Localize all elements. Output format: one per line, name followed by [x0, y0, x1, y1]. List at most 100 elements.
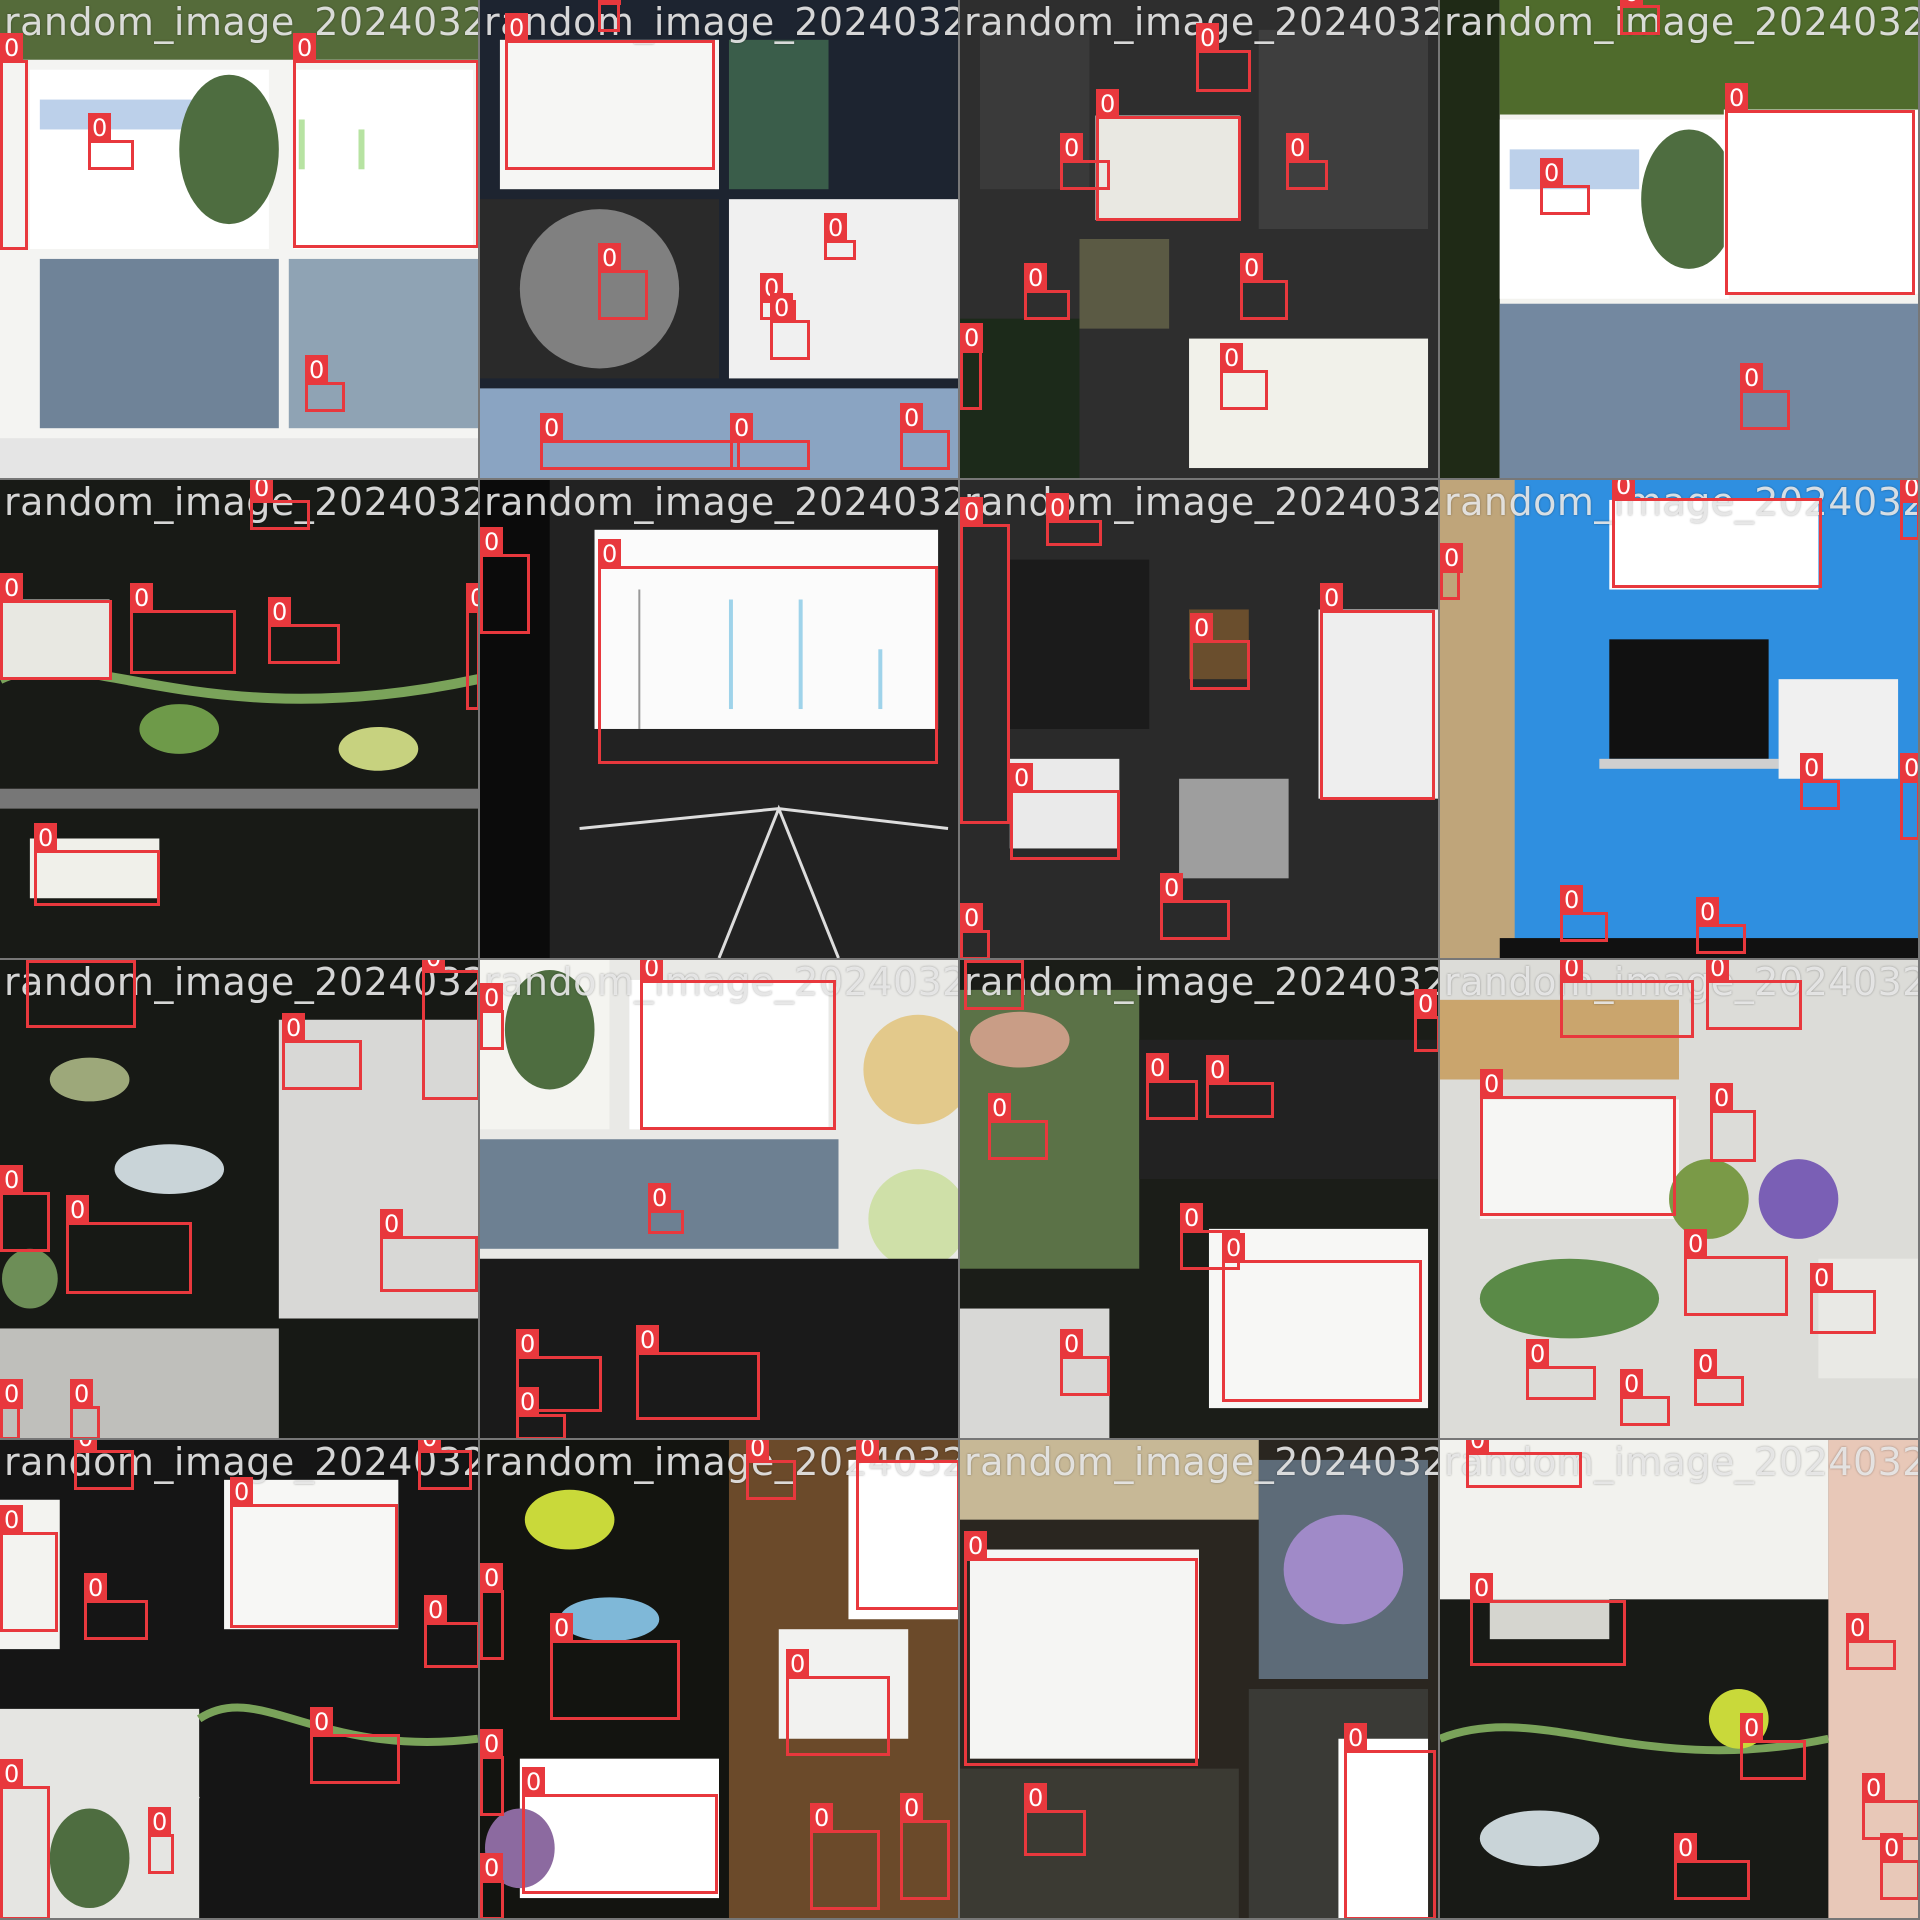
detection-box: 0 — [505, 13, 715, 170]
detection-class-label: 0 — [310, 1707, 334, 1737]
detection-class-label: 0 — [516, 1329, 540, 1359]
detection-box: 0 — [380, 1209, 478, 1292]
detection-box: 0 — [480, 1853, 504, 1918]
tile-image — [480, 1440, 958, 1918]
detection-box: 0 — [1024, 263, 1070, 320]
detection-class-label: 0 — [34, 823, 58, 853]
detection-class-label: 0 — [960, 497, 984, 527]
detection-class-label: 0 — [1046, 493, 1070, 523]
detection-class-label: 0 — [1480, 1069, 1504, 1099]
detection-box: 0 — [1060, 1329, 1110, 1396]
mosaic-tile: random_image_20240328 0 0 0 0 — [1440, 0, 1920, 480]
mosaic-tile: random_image_20240328 0 0 0 0 0 0 0 0 0 — [480, 0, 960, 480]
detection-box: 0 — [648, 1183, 684, 1234]
detection-box: 0 — [1540, 158, 1590, 215]
detection-box: 0 — [960, 903, 990, 958]
tile-image — [1440, 960, 1918, 1438]
detection-box: 0 — [1480, 1069, 1676, 1216]
detection-class-label: 0 — [598, 243, 622, 273]
mosaic-tile: random_image_20240328 0 0 0 0 0 0 0 — [1440, 1440, 1920, 1920]
detection-box: 0 — [900, 1793, 950, 1900]
detection-class-label: 0 — [88, 113, 112, 143]
mosaic-tile: random_image_20240328 0 0 0 0 0 0 0 0 0 … — [480, 1440, 960, 1920]
detection-box: 0 — [466, 583, 478, 710]
detection-class-label: 0 — [824, 213, 848, 243]
detection-box: 0 — [66, 1195, 192, 1294]
detection-box: 0 — [230, 1477, 398, 1628]
detection-class-label: 0 — [1526, 1339, 1550, 1369]
detection-box: 0 — [34, 823, 160, 906]
detection-box: 0 — [1190, 613, 1250, 690]
detection-box: 0 — [1046, 493, 1102, 546]
detection-class-label: 0 — [1414, 989, 1438, 1019]
detection-class-label: 0 — [480, 1853, 504, 1883]
detection-box: 0 — [770, 293, 810, 360]
detection-class-label: 0 — [1206, 1055, 1230, 1085]
detection-class-label: 0 — [0, 33, 24, 63]
detection-class-label: 0 — [1220, 343, 1244, 373]
detection-box: 0 — [522, 1767, 718, 1894]
detection-class-label: 0 — [1900, 480, 1918, 503]
mosaic-tile: random_image_20240328 0 0 0 0 0 0 0 0 — [960, 960, 1440, 1440]
detection-class-label: 0 — [810, 1803, 834, 1833]
detection-class-label: 0 — [505, 13, 529, 43]
detection-box: 0 — [1096, 89, 1241, 221]
tile-image — [1440, 1440, 1918, 1918]
mosaic-tile: random_image_20240328 0 0 0 0 0 0 0 0 0 — [1440, 960, 1920, 1440]
detection-class-label: 0 — [522, 1767, 546, 1797]
detection-box: 0 — [1740, 363, 1790, 430]
detection-box: 0 — [1146, 1053, 1198, 1120]
detection-box: 0 — [960, 323, 984, 410]
detection-box: 0 — [1696, 897, 1746, 954]
detection-class-label: 0 — [0, 1165, 24, 1195]
detection-box: 0 — [786, 1649, 890, 1756]
detection-box: 0 — [130, 583, 236, 674]
detection-box: 0 — [74, 1440, 134, 1490]
detection-class-label: 0 — [466, 583, 478, 613]
mosaic-tile: random_image_20240328 0 0 0 0 0 0 0 0 0 — [0, 1440, 480, 1920]
detection-class-label: 0 — [1060, 1329, 1084, 1359]
detection-class-label: 0 — [293, 33, 317, 63]
detection-class-label: 0 — [1190, 613, 1214, 643]
detection-box: 0 — [293, 33, 478, 248]
detection-box: 0 — [1684, 1229, 1788, 1316]
detection-class-label: 0 — [786, 1649, 810, 1679]
detection-box: 0 — [1220, 343, 1268, 410]
detection-class-label: 0 — [74, 1440, 98, 1453]
detection-class-label: 0 — [418, 1440, 442, 1453]
mosaic-tile: random_image_20240328 0 0 0 0 0 0 0 0 — [960, 0, 1440, 480]
detection-class-label: 0 — [480, 527, 504, 557]
detection-class-label: 0 — [1684, 1229, 1708, 1259]
detection-class-label: 0 — [1846, 1613, 1870, 1643]
detection-box: 0 — [480, 1563, 504, 1660]
detection-class-label: 0 — [1620, 1369, 1644, 1399]
detection-class-label: 0 — [1740, 1713, 1764, 1743]
detection-class-label: 0 — [746, 1440, 770, 1463]
detection-box: 0 — [268, 597, 340, 664]
detection-class-label: 0 — [964, 960, 988, 963]
detection-class-label: 0 — [1160, 873, 1184, 903]
detection-class-label: 0 — [1620, 0, 1644, 8]
detection-class-label: 0 — [1180, 1203, 1204, 1233]
mosaic-tile: random_image_20240328 0 0 0 0 — [0, 0, 480, 480]
detection-class-label: 0 — [1286, 133, 1310, 163]
detection-box: 0 — [1222, 1233, 1422, 1402]
detection-class-label: 0 — [1694, 1349, 1718, 1379]
detection-class-label: 0 — [1696, 897, 1720, 927]
detection-class-label: 0 — [148, 1807, 172, 1837]
detection-class-label: 0 — [1024, 1783, 1048, 1813]
detection-box: 0 — [598, 243, 648, 320]
detection-box: 0 — [810, 1803, 880, 1910]
mosaic-tile: random_image_20240328 0 0 0 0 0 0 — [0, 480, 480, 960]
detection-class-label: 0 — [26, 960, 50, 963]
detection-box: 0 — [1160, 873, 1230, 940]
tile-image — [0, 0, 478, 478]
detection-class-label: 0 — [380, 1209, 404, 1239]
detection-class-label: 0 — [550, 1613, 574, 1643]
detection-box: 0 — [88, 113, 134, 170]
detection-box: 0 — [1024, 1783, 1086, 1856]
detection-box: 0 — [148, 1807, 174, 1874]
detection-box: 0 — [550, 1613, 680, 1720]
detection-class-label: 0 — [770, 293, 794, 323]
detection-box: 0 — [480, 527, 530, 634]
